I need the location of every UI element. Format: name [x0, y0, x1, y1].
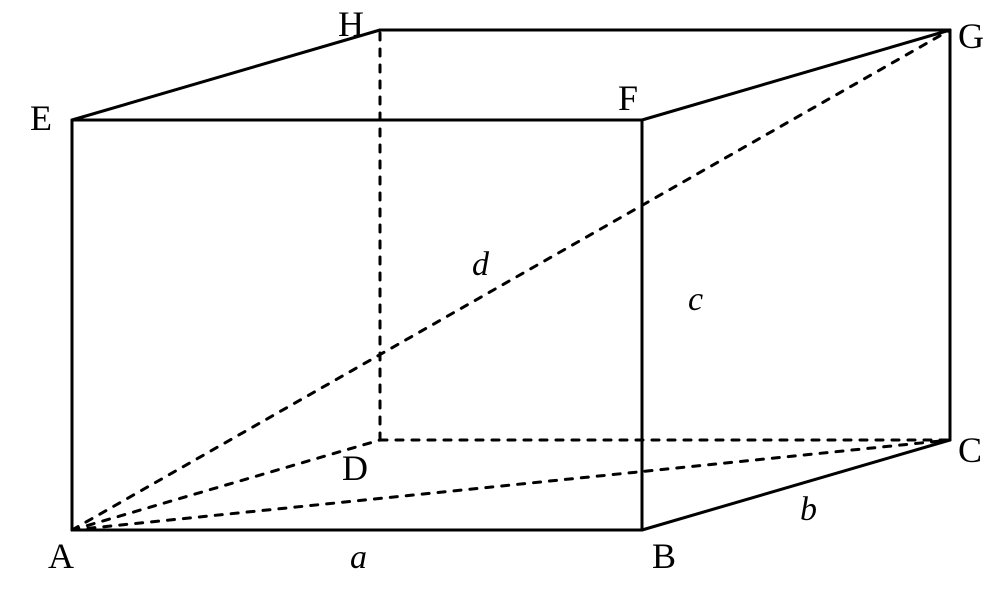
vertex-label-f: F: [618, 78, 638, 118]
edge-label-a: a: [350, 539, 367, 576]
edge-label-c: c: [688, 281, 703, 318]
diagonals-group: [72, 30, 950, 530]
vertex-label-e: E: [30, 98, 52, 138]
cuboid-diagram: A B C D E F G H a b c d: [0, 0, 1000, 595]
edge-label-d: d: [472, 246, 490, 283]
edge-labels-group: a b c d: [350, 246, 817, 576]
vertex-label-d: D: [342, 448, 368, 488]
vertex-label-c: C: [958, 430, 982, 470]
edge-label-b: b: [800, 491, 817, 528]
vertex-label-h: H: [338, 4, 364, 44]
vertex-label-a: A: [48, 536, 74, 576]
vertex-label-g: G: [958, 16, 984, 56]
vertex-label-b: B: [652, 536, 676, 576]
